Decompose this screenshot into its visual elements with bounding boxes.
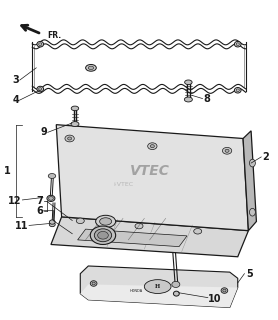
Ellipse shape (76, 218, 84, 224)
Polygon shape (51, 217, 249, 257)
Ellipse shape (234, 87, 241, 93)
Polygon shape (78, 229, 187, 247)
Ellipse shape (144, 280, 171, 293)
Ellipse shape (90, 226, 116, 244)
Ellipse shape (173, 291, 179, 296)
Ellipse shape (100, 218, 112, 225)
Ellipse shape (37, 86, 44, 92)
Text: VTEC: VTEC (130, 164, 170, 178)
Text: FR.: FR. (47, 31, 61, 40)
Ellipse shape (49, 196, 53, 200)
Ellipse shape (92, 282, 95, 285)
Ellipse shape (39, 88, 42, 91)
Ellipse shape (47, 195, 55, 202)
Text: 3: 3 (12, 75, 19, 85)
Ellipse shape (88, 66, 94, 69)
Polygon shape (56, 125, 249, 231)
Text: 2: 2 (262, 152, 269, 162)
Ellipse shape (68, 137, 72, 140)
Text: 10: 10 (208, 294, 222, 304)
Ellipse shape (37, 41, 44, 47)
Text: 4: 4 (12, 95, 19, 105)
Ellipse shape (135, 223, 143, 229)
Ellipse shape (172, 281, 180, 287)
Ellipse shape (225, 149, 229, 152)
Ellipse shape (236, 89, 239, 92)
Ellipse shape (249, 159, 255, 167)
Text: 6: 6 (36, 206, 43, 216)
Ellipse shape (48, 173, 56, 179)
Ellipse shape (86, 64, 96, 71)
Text: 1: 1 (4, 166, 11, 176)
Text: 5: 5 (246, 269, 252, 279)
Text: 12: 12 (8, 196, 22, 205)
Text: i·VTEC: i·VTEC (113, 182, 133, 187)
Text: 9: 9 (40, 127, 47, 137)
Polygon shape (80, 284, 238, 308)
Ellipse shape (71, 106, 79, 111)
Ellipse shape (49, 222, 55, 227)
Ellipse shape (221, 288, 228, 293)
Ellipse shape (185, 80, 192, 84)
Text: HONDA: HONDA (130, 289, 143, 293)
Polygon shape (243, 131, 256, 231)
Ellipse shape (184, 97, 192, 102)
Ellipse shape (222, 148, 232, 154)
Ellipse shape (71, 122, 79, 126)
Ellipse shape (194, 228, 202, 234)
Ellipse shape (234, 41, 241, 47)
Ellipse shape (148, 143, 157, 149)
Ellipse shape (236, 43, 239, 45)
Ellipse shape (49, 220, 55, 224)
Ellipse shape (96, 215, 116, 228)
Polygon shape (80, 266, 238, 308)
Ellipse shape (90, 281, 97, 286)
Ellipse shape (98, 231, 108, 239)
Text: 7: 7 (36, 196, 43, 206)
Ellipse shape (39, 43, 42, 45)
Text: H: H (155, 284, 160, 289)
Text: 11: 11 (15, 221, 28, 231)
Ellipse shape (223, 289, 226, 292)
Text: 8: 8 (203, 93, 210, 104)
Ellipse shape (249, 208, 255, 216)
Ellipse shape (65, 135, 74, 142)
Ellipse shape (94, 229, 112, 242)
Ellipse shape (150, 145, 154, 148)
